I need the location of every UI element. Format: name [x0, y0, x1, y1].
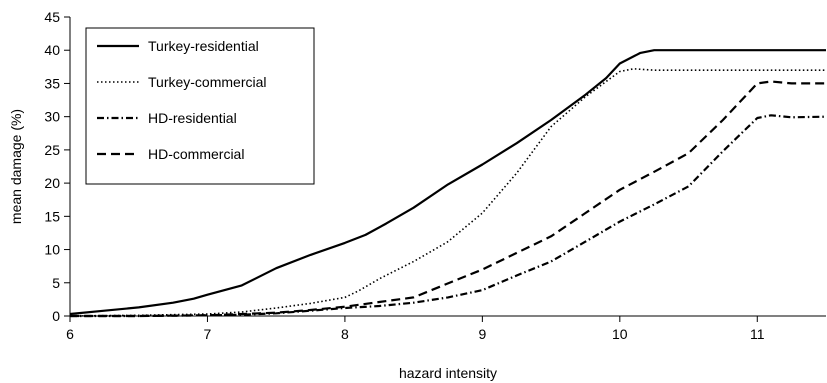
- chart-axes: 0 5 10 15 20 25 30 35 40 45 6 7 8 9 10 11: [44, 9, 826, 342]
- plot-lines: [69, 49, 827, 318]
- y-tick-label: 30: [44, 109, 60, 125]
- legend-label: HD-residential: [148, 110, 237, 126]
- y-tick-label: 10: [44, 242, 60, 258]
- series-line-turkey-commercial: [69, 68, 826, 317]
- y-tick-label: 35: [44, 75, 60, 91]
- x-tick-label: 6: [66, 326, 74, 342]
- y-tick-label: 45: [44, 9, 60, 25]
- y-tick-label: 15: [44, 208, 60, 224]
- x-tick-label: 9: [478, 326, 486, 342]
- y-tick-label: 0: [52, 308, 60, 324]
- y-axis-label: mean damage (%): [8, 109, 24, 224]
- legend-label: Turkey-residential: [148, 38, 259, 54]
- legend-label: Turkey-commercial: [148, 74, 267, 90]
- y-tick-label: 20: [44, 175, 60, 191]
- y-tick-label: 5: [52, 275, 60, 291]
- series-line-hd-commercial: [70, 80, 826, 318]
- x-axis-label: hazard intensity: [399, 365, 497, 381]
- legend-label: HD-commercial: [148, 146, 244, 162]
- x-tick-label: 7: [204, 326, 212, 342]
- legend-box: [85, 27, 315, 185]
- y-tick-label: 40: [44, 42, 60, 58]
- y-tick-label: 25: [44, 142, 60, 158]
- series-line-turkey-residential: [69, 49, 826, 316]
- x-tick-label: 11: [750, 326, 765, 342]
- x-tick-label: 8: [341, 326, 349, 342]
- legend: Turkey-residential Turkey-commercial HD-re…: [85, 27, 315, 185]
- x-tick-label: 10: [612, 326, 628, 342]
